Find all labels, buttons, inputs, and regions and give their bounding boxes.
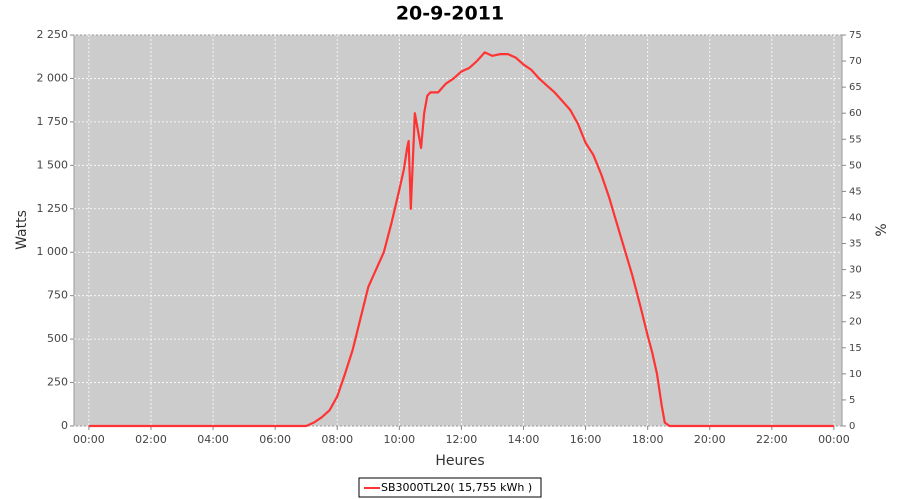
y-tick-label: 1 000 [37,245,69,258]
y2-tick-label: 15 [849,343,862,354]
y2-tick-label: 5 [849,395,855,406]
y2-tick-label: 50 [849,160,862,171]
legend-label: SB3000TL20( 15,755 kWh ) [381,481,532,494]
y2-tick-label: 10 [849,369,862,380]
y2-tick-label: 30 [849,265,862,276]
x-axis-label: Heures [435,453,484,469]
y-tick-label: 1 750 [37,115,69,128]
y2-tick-label: 60 [849,108,862,119]
y-tick-label: 250 [47,376,68,389]
y2-tick-label: 55 [849,134,862,145]
x-tick-label: 06:00 [259,433,291,446]
y2-tick-label: 40 [849,212,862,223]
y2-tick-label: 0 [849,421,855,432]
y2-tick-label: 75 [849,30,862,41]
x-tick-label: 12:00 [446,433,478,446]
y2-tick-label: 35 [849,239,862,250]
x-tick-label: 14:00 [508,433,540,446]
y-axis-label: Watts [14,210,30,250]
y2-tick-label: 70 [849,56,862,67]
y-tick-label: 1 250 [37,202,69,215]
y-tick-label: 500 [47,332,68,345]
x-tick-label: 08:00 [321,433,353,446]
line-series [88,51,834,428]
y-tick-label: 1 500 [37,158,69,171]
x-tick-label: 00:00 [73,433,105,446]
x-tick-label: 02:00 [135,433,167,446]
y2-tick-label: 20 [849,317,862,328]
x-tick-label: 18:00 [632,433,664,446]
x-tick-label: 04:00 [197,433,229,446]
legend-box [358,477,542,498]
y2-tick-label: 45 [849,186,862,197]
x-tick-label: 10:00 [383,433,415,446]
x-tick-label: 20:00 [694,433,726,446]
y2-axis-label: % [874,223,890,236]
y-tick-label: 2 250 [37,28,69,41]
x-tick-label: 22:00 [756,433,788,446]
y-tick-label: 750 [47,289,68,302]
x-tick-label: 16:00 [570,433,602,446]
y2-tick-label: 25 [849,291,862,302]
legend: SB3000TL20( 15,755 kWh ) [358,477,542,498]
y-tick-label: 2 000 [37,71,69,84]
x-tick-label: 00:00 [818,433,850,446]
y-tick-label: 0 [61,419,68,432]
plot-area [73,34,843,427]
chart-title: 20-9-2011 [396,3,504,25]
y2-tick-label: 65 [849,82,862,93]
